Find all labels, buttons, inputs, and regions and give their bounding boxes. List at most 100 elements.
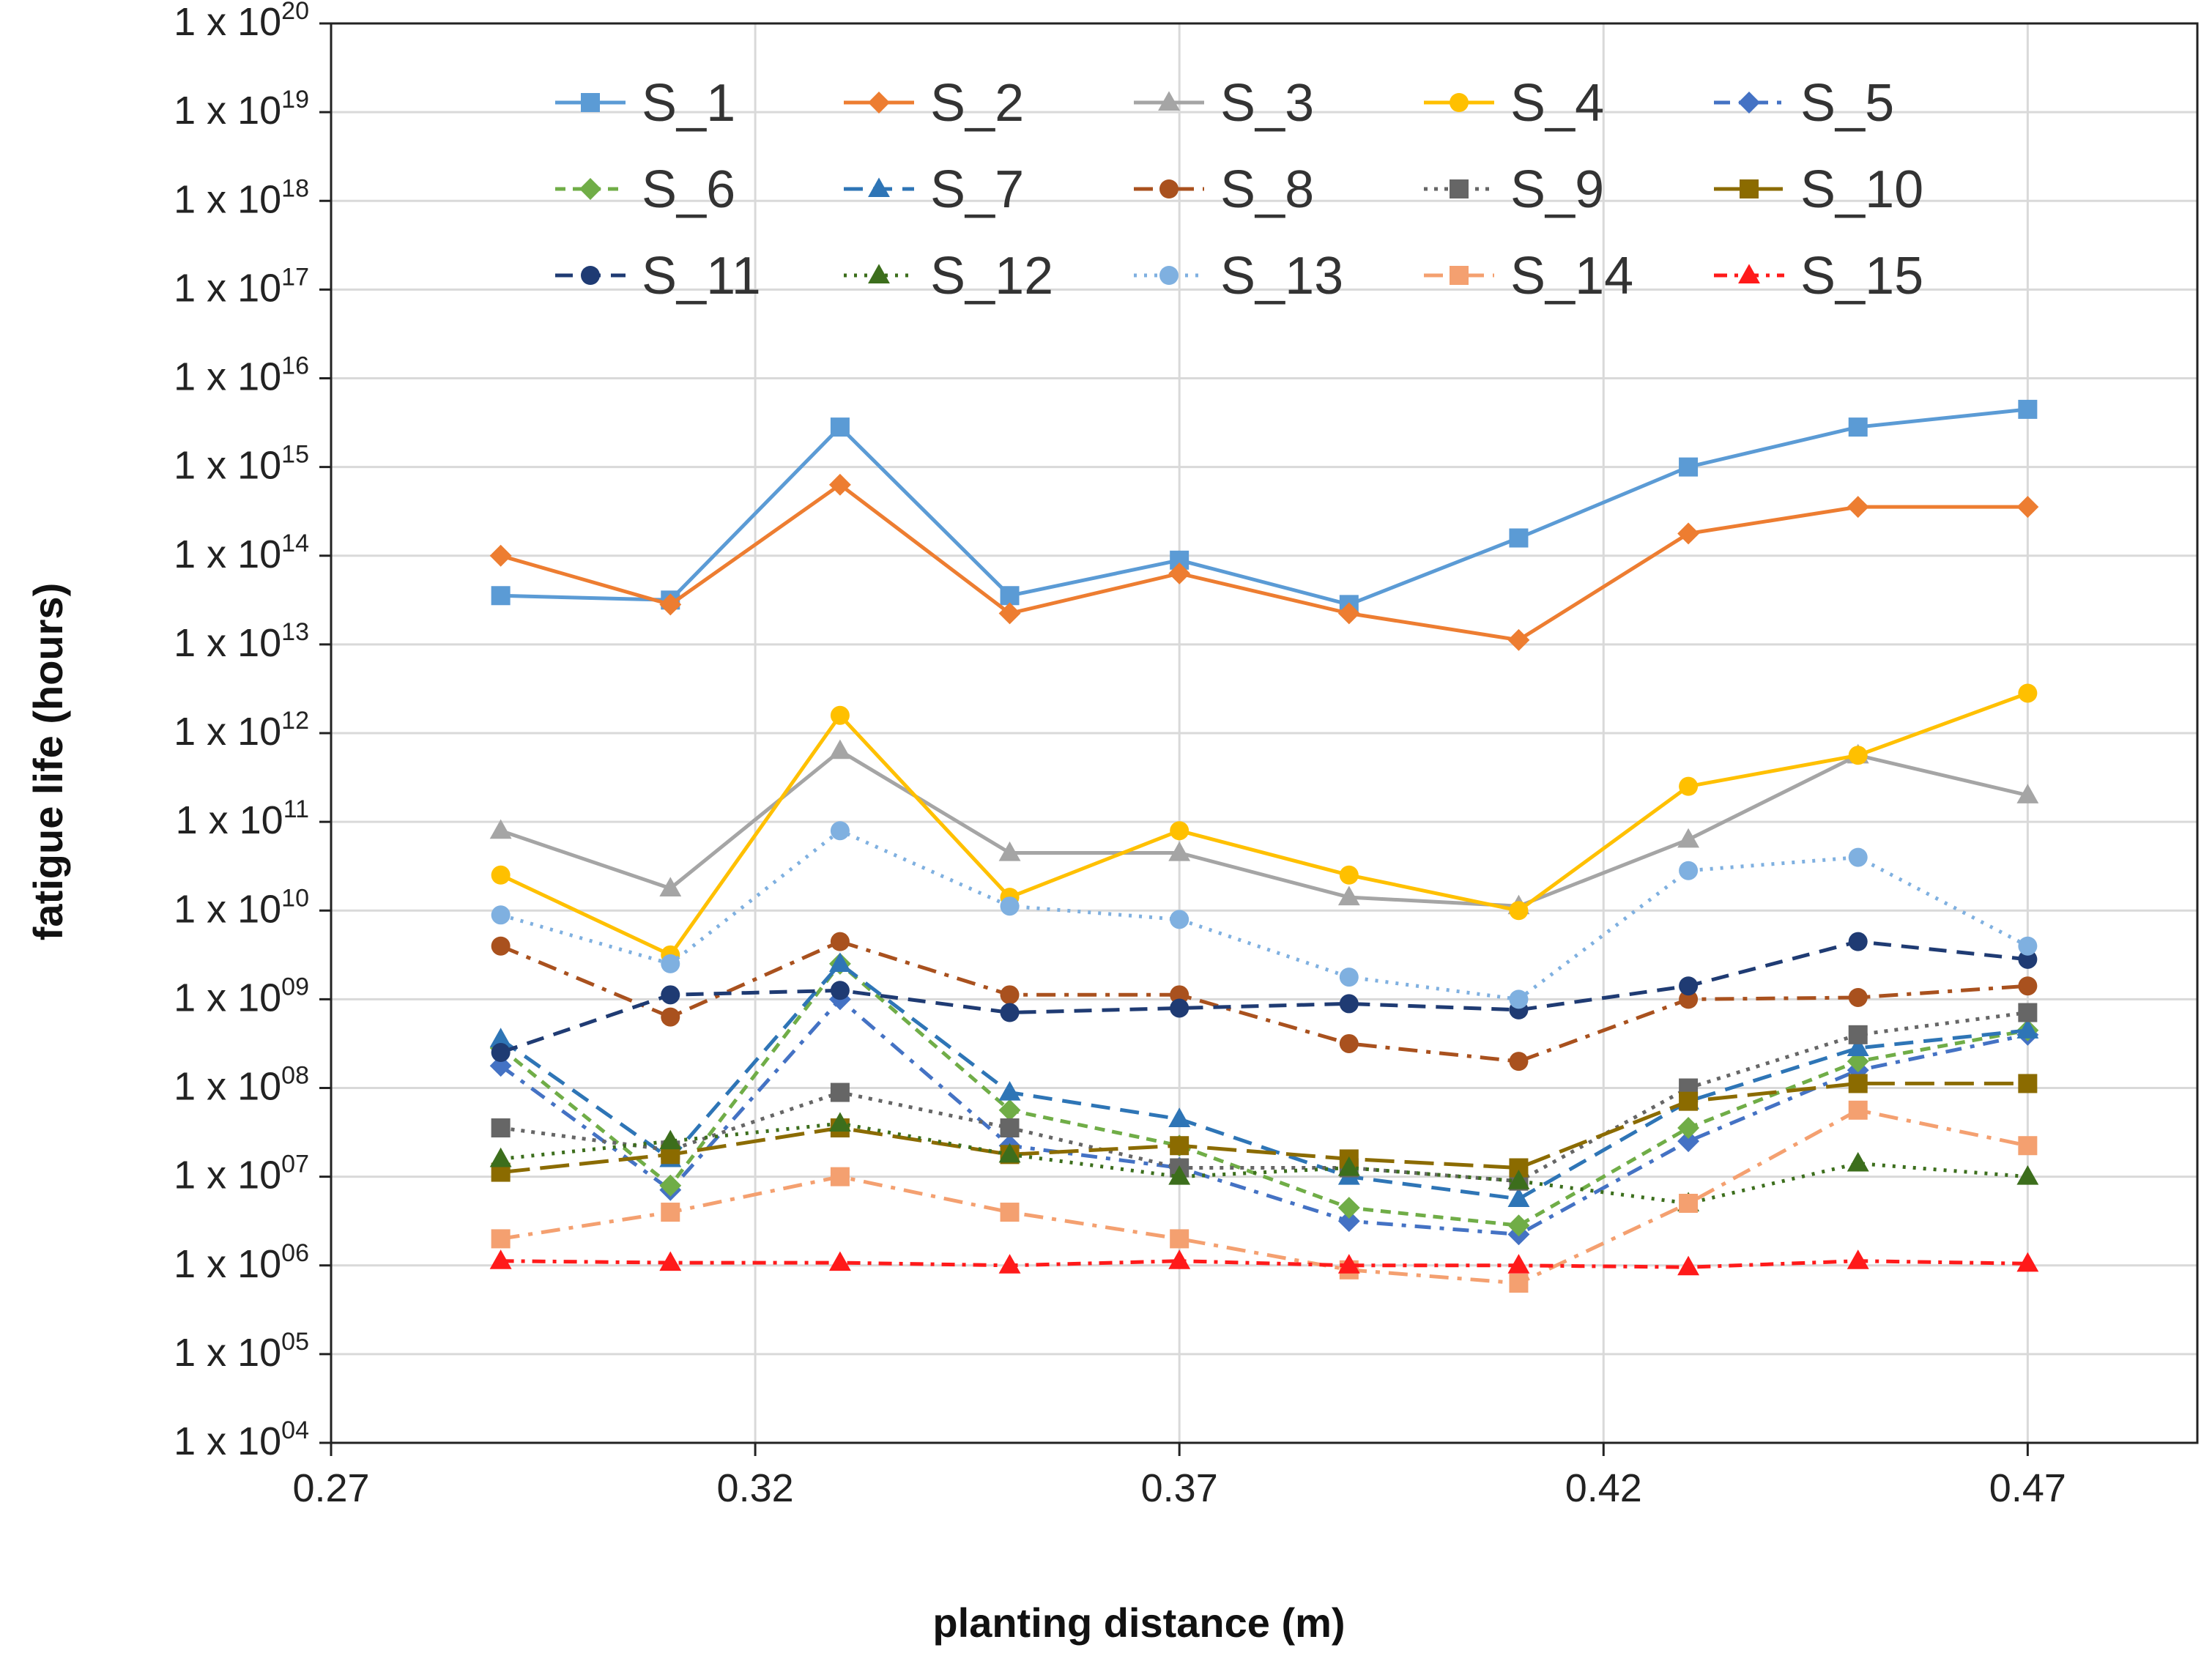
data-point	[1168, 1249, 1191, 1269]
series-line	[500, 483, 2028, 642]
data-point	[2018, 399, 2038, 419]
legend-label: S_2	[930, 74, 1024, 133]
legend-label: S_11	[642, 247, 761, 305]
data-point	[2016, 496, 2039, 519]
legend-label: S_3	[1220, 74, 1314, 133]
data-point	[2018, 949, 2038, 969]
data-point	[1848, 932, 1868, 951]
data-point	[1168, 1107, 1191, 1127]
data-point	[489, 819, 512, 839]
data-point	[661, 1007, 680, 1027]
data-point	[2016, 1165, 2039, 1185]
data-point	[1507, 628, 1530, 651]
data-point	[1507, 1254, 1530, 1274]
legend-label: S_1	[642, 74, 735, 133]
data-point	[2018, 1003, 2038, 1022]
data-point	[830, 1167, 850, 1186]
x-tick-label: 0.47	[1989, 1466, 2066, 1510]
data-point	[998, 1099, 1021, 1121]
data-point	[1848, 1100, 1868, 1120]
series-s-9	[491, 1003, 2038, 1191]
legend-item: S_9	[1424, 160, 1604, 219]
data-point	[1170, 1136, 1189, 1156]
data-point	[489, 1028, 512, 1047]
legend-item: S_3	[1134, 74, 1314, 133]
data-point	[1679, 457, 1699, 477]
series-s-4	[491, 683, 2038, 965]
data-point	[1170, 821, 1189, 841]
legend-label: S_4	[1510, 74, 1604, 133]
data-point	[1677, 1255, 1700, 1276]
data-point	[828, 952, 851, 972]
y-tick-label: 1 x 1011	[176, 795, 309, 842]
data-point	[1450, 93, 1469, 112]
data-point	[1507, 1170, 1530, 1189]
legend-item: S_1	[555, 74, 735, 133]
data-point	[491, 936, 511, 956]
y-axis-title: fatigue life (hours)	[25, 583, 71, 940]
legend-label: S_15	[1800, 247, 1923, 305]
y-tick-label: 1 x 1019	[174, 86, 309, 133]
legend-label: S_9	[1510, 160, 1604, 219]
data-point	[828, 1112, 851, 1132]
data-point	[1679, 976, 1699, 996]
data-point	[1677, 522, 1700, 545]
legend: S_1 S_2 S_3 S_4 S_5 S_6 S_7 S_8 S_9 S_10 S_11 S_12 S…	[555, 74, 1923, 305]
series-line	[500, 749, 2028, 908]
x-tick-label: 0.37	[1141, 1466, 1218, 1510]
series-line	[500, 1081, 2028, 1175]
data-point	[1337, 1254, 1360, 1274]
data-point	[661, 954, 680, 973]
data-point	[659, 1129, 682, 1150]
legend-item: S_5	[1714, 74, 1894, 133]
data-point	[1000, 1203, 1020, 1222]
data-point	[1158, 91, 1180, 111]
data-point	[2018, 1074, 2038, 1093]
data-point	[491, 905, 511, 925]
legend-item: S_15	[1714, 247, 1923, 305]
axes	[319, 22, 2199, 1456]
legend-label: S_10	[1800, 160, 1923, 219]
y-tick-label: 1 x 1014	[174, 530, 309, 576]
series-line	[500, 962, 2028, 1201]
series-line	[500, 940, 2028, 1055]
data-point	[1679, 1091, 1699, 1111]
series-line	[500, 1011, 2028, 1184]
data-point	[1170, 998, 1189, 1018]
data-point	[1450, 179, 1469, 198]
data-point	[581, 266, 600, 285]
data-point	[659, 593, 682, 616]
data-point	[998, 1254, 1021, 1274]
data-point	[1509, 989, 1529, 1009]
series-line	[500, 1108, 2028, 1285]
legend-item: S_12	[844, 247, 1053, 305]
series-line	[500, 691, 2029, 957]
legend-label: S_13	[1220, 247, 1343, 305]
data-point	[491, 1118, 511, 1138]
data-point	[1168, 1165, 1191, 1185]
data-point	[1170, 1229, 1189, 1249]
x-tick-label: 0.27	[292, 1466, 369, 1510]
legend-label: S_12	[930, 247, 1053, 305]
data-point	[1000, 985, 1020, 1005]
data-point	[491, 1043, 511, 1063]
series-line	[500, 962, 2028, 1228]
legend-item: S_13	[1134, 247, 1343, 305]
data-point	[659, 1174, 682, 1197]
y-tick-label: 1 x 1018	[174, 174, 309, 221]
data-point	[1848, 987, 1868, 1007]
data-point	[489, 1249, 512, 1269]
data-point	[1339, 1033, 1359, 1053]
data-point	[998, 1080, 1021, 1101]
series-s-8	[491, 932, 2038, 1072]
y-tick-label: 1 x 1013	[174, 618, 309, 665]
data-point	[1740, 179, 1759, 198]
data-point	[1000, 586, 1020, 606]
data-point	[1848, 746, 1868, 765]
data-point	[659, 1251, 682, 1271]
data-point	[1738, 92, 1760, 114]
data-point	[830, 705, 850, 725]
data-point	[830, 821, 850, 841]
data-point	[1168, 562, 1191, 584]
